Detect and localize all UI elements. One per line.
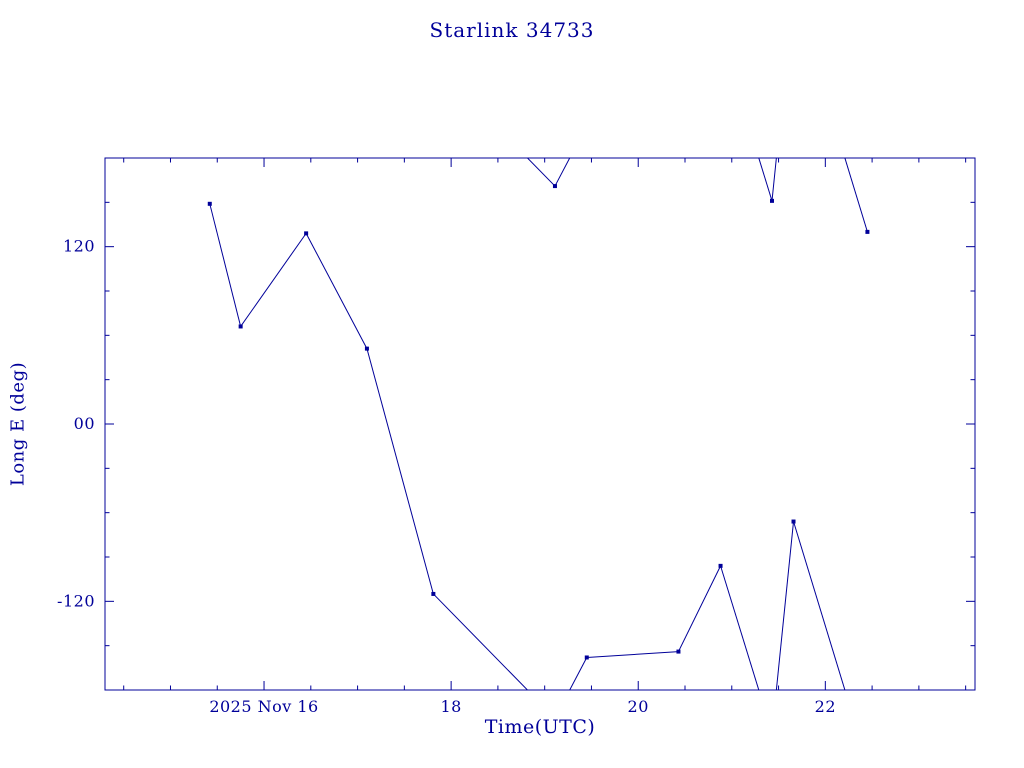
x-axis-label: Time(UTC) xyxy=(484,716,596,738)
y-tick-label: 120 xyxy=(63,237,95,256)
data-series xyxy=(207,158,870,690)
data-point-marker xyxy=(791,519,796,524)
data-point-marker xyxy=(304,231,309,236)
x-tick-label: 18 xyxy=(440,697,461,716)
x-tick-label: 22 xyxy=(815,697,836,716)
data-point-marker xyxy=(865,229,870,234)
data-point-marker xyxy=(718,563,723,568)
data-point-marker xyxy=(676,649,681,654)
data-point-marker xyxy=(207,201,212,206)
chart-title: Starlink 34733 xyxy=(429,18,595,42)
data-point-marker xyxy=(584,655,589,660)
x-tick-label: 20 xyxy=(628,697,649,716)
y-tick-label: -120 xyxy=(57,591,95,610)
data-point-marker xyxy=(431,591,436,596)
data-point-marker xyxy=(364,346,369,351)
data-point-marker xyxy=(238,324,243,329)
plot-frame xyxy=(104,157,976,691)
data-point-marker xyxy=(552,184,557,189)
y-tick-label: 00 xyxy=(74,414,95,433)
x-tick-label: 2025 Nov 16 xyxy=(209,697,318,716)
data-point-marker xyxy=(770,198,774,203)
